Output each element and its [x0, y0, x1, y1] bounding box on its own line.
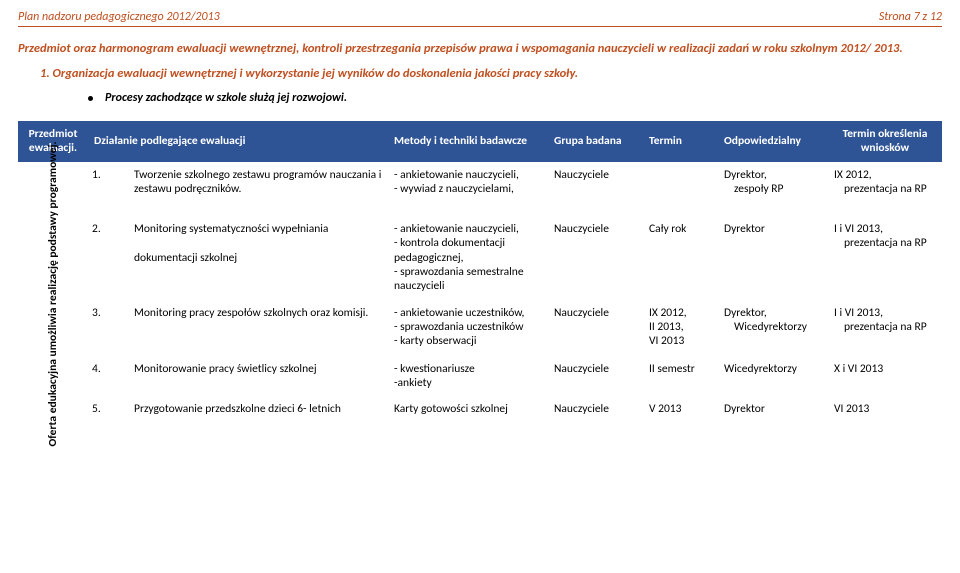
row-group: Nauczyciele — [548, 356, 643, 397]
row-due-l2: prezentacja na RP — [834, 320, 936, 334]
row-due: I i VI 2013, prezentacja na RP — [828, 216, 942, 300]
row-due-l2: prezentacja na RP — [834, 236, 936, 250]
row-term: II semestr — [643, 356, 718, 397]
row-responsible-l2: Wicedyrektorzy — [724, 320, 822, 334]
row-responsible: Dyrektor, zespoły RP — [718, 162, 828, 216]
row-number: 1. — [88, 162, 128, 216]
row-responsible: Dyrektor, Wicedyrektorzy — [718, 300, 828, 356]
subject-rotated-cell: Oferta edukacyjna umożliwia realizację p… — [18, 162, 88, 427]
row-responsible-l1: Dyrektor, — [724, 306, 767, 320]
row-responsible: Dyrektor — [718, 216, 828, 300]
row-responsible: Dyrektor — [718, 396, 828, 426]
col-header-group: Grupa badana — [548, 121, 643, 162]
col-header-due-l1: Termin określenia — [843, 127, 928, 141]
bullet-item: Procesy zachodzące w szkole służą jej ro… — [88, 91, 942, 105]
bullet-text: Procesy zachodzące w szkole służą jej ro… — [105, 91, 347, 105]
section-heading: 1. Organizacja ewaluacji wewnętrznej i w… — [40, 66, 942, 81]
row-responsible-l1: Dyrektor — [724, 402, 765, 416]
row-methods: - ankietowanie nauczycieli, - kontrola d… — [388, 216, 548, 300]
row-due-l1: I i VI 2013, — [834, 306, 883, 320]
row-action: Tworzenie szkolnego zestawu programów na… — [128, 162, 388, 216]
header-left: Plan nadzoru pedagogicznego 2012/2013 — [18, 10, 220, 24]
row-responsible-l2: zespoły RP — [724, 182, 822, 196]
row-term: IX 2012, II 2013, VI 2013 — [643, 300, 718, 356]
row-responsible-l1: Wicedyrektorzy — [724, 362, 797, 376]
col-header-due: Termin określenia wniosków — [828, 121, 942, 162]
subject-rotated-label: Oferta edukacyjna umożliwia realizację p… — [46, 142, 60, 447]
col-header-term: Termin — [643, 121, 718, 162]
header-right: Strona 7 z 12 — [879, 10, 942, 24]
row-methods: - ankietowanie uczestników, - sprawozdan… — [388, 300, 548, 356]
row-group: Nauczyciele — [548, 162, 643, 216]
row-term — [643, 162, 718, 216]
row-number: 2. — [88, 216, 128, 300]
row-responsible-l1: Dyrektor, — [724, 168, 767, 182]
row-group: Nauczyciele — [548, 396, 643, 426]
col-header-due-l2: wniosków — [861, 141, 909, 155]
row-action: Monitoring pracy zespołów szkolnych oraz… — [128, 300, 388, 356]
page-header: Plan nadzoru pedagogicznego 2012/2013 St… — [18, 10, 942, 27]
evaluation-table: Przedmiot ewaluacji. Działanie podlegają… — [18, 121, 942, 426]
row-term: V 2013 — [643, 396, 718, 426]
row-action: Przygotowanie przedszkolne dzieci 6- let… — [128, 396, 388, 426]
row-methods: Karty gotowości szkolnej — [388, 396, 548, 426]
row-group: Nauczyciele — [548, 216, 643, 300]
row-due-l2: prezentacja na RP — [834, 182, 936, 196]
row-due-l1: VI 2013 — [834, 402, 869, 416]
row-due: I i VI 2013, prezentacja na RP — [828, 300, 942, 356]
row-number: 3. — [88, 300, 128, 356]
row-due: VI 2013 — [828, 396, 942, 426]
row-due-l1: IX 2012, — [834, 168, 872, 182]
row-action: Monitorowanie pracy świetlicy szkolnej — [128, 356, 388, 397]
row-due-l1: X i VI 2013 — [834, 362, 883, 376]
col-header-subject-l1: Przedmiot — [29, 127, 78, 141]
intro-paragraph: Przedmiot oraz harmonogram ewaluacji wew… — [18, 41, 942, 56]
row-methods: - ankietowanie nauczycieli, - wywiad z n… — [388, 162, 548, 216]
bullet-icon — [88, 96, 93, 101]
row-due: IX 2012, prezentacja na RP — [828, 162, 942, 216]
row-due: X i VI 2013 — [828, 356, 942, 397]
col-header-responsible: Odpowiedzialny — [718, 121, 828, 162]
row-term: Cały rok — [643, 216, 718, 300]
row-group: Nauczyciele — [548, 300, 643, 356]
row-number: 4. — [88, 356, 128, 397]
row-due-l1: I i VI 2013, — [834, 222, 883, 236]
row-number: 5. — [88, 396, 128, 426]
row-methods: - kwestionariusze -ankiety — [388, 356, 548, 397]
col-header-action: Działanie podlegające ewaluacji — [88, 121, 388, 162]
row-action: Monitoring systematyczności wypełniania … — [128, 216, 388, 300]
row-responsible-l1: Dyrektor — [724, 222, 765, 236]
row-responsible: Wicedyrektorzy — [718, 356, 828, 397]
col-header-methods: Metody i techniki badawcze — [388, 121, 548, 162]
